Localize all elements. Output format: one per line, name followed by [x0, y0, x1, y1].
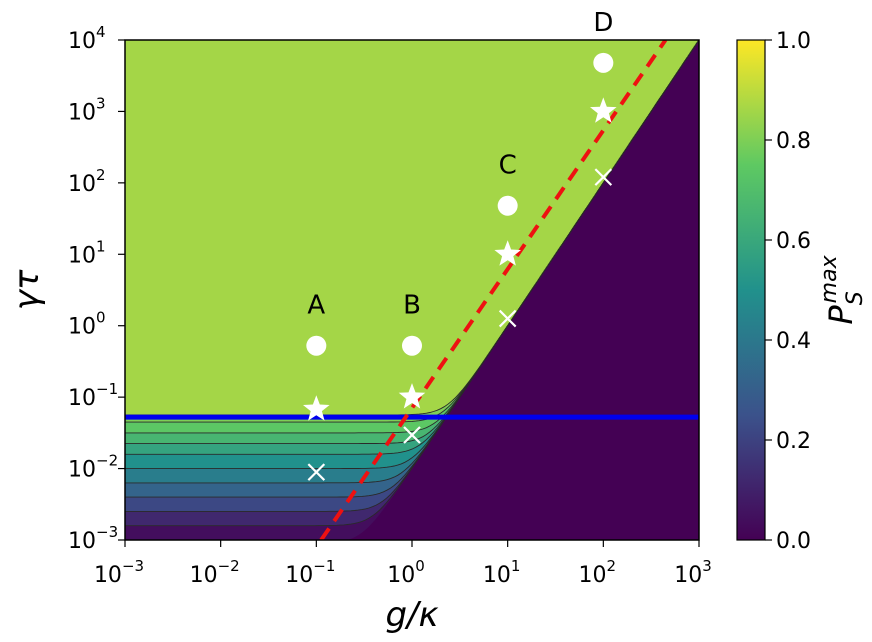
x-axis: 10−3 10−2 10−1 100 101 102 103 — [94, 540, 712, 588]
star-marker-b — [398, 383, 426, 409]
x-tick-label: 10−3 — [94, 557, 144, 588]
point-label-b: B — [403, 291, 421, 321]
circle-marker-a — [306, 335, 327, 356]
colorbar-tick-label: 0.4 — [776, 329, 811, 354]
x-tick-label: 10−2 — [190, 557, 240, 588]
cross-marker-c — [498, 309, 517, 328]
y-tick-label: 10−3 — [68, 523, 118, 554]
x-tick-label: 103 — [674, 557, 712, 588]
colorbar-ticks: 0.0 0.2 0.4 0.6 0.8 1.0 — [765, 29, 811, 554]
colorbar-tick-label: 0.2 — [776, 429, 811, 454]
contour-lines — [125, 40, 699, 527]
x-tick-label: 10−1 — [285, 557, 335, 588]
point-label-d: D — [593, 8, 613, 38]
circle-marker-b — [402, 335, 422, 356]
colorbar-title-main: P — [822, 305, 860, 325]
x-tick-label: 101 — [483, 557, 521, 588]
circle-marker-d — [593, 52, 614, 73]
overlay-lines — [125, 40, 699, 540]
y-tick-label: 101 — [68, 237, 106, 268]
y-tick-label: 10−1 — [68, 380, 118, 411]
circle-marker-c — [497, 195, 518, 216]
point-markers: A B C D — [303, 8, 617, 481]
cross-marker-b — [403, 426, 421, 444]
x-tick-label: 100 — [387, 557, 425, 588]
cross-marker-d — [594, 168, 613, 186]
colorbar-tick-label: 0.8 — [776, 129, 811, 154]
cross-marker-a — [307, 463, 326, 481]
colorbar-tick-label: 1.0 — [776, 29, 811, 54]
plot-area: A B C D — [124, 8, 700, 541]
star-marker-c — [494, 240, 521, 266]
colorbar-title: PSmax — [817, 254, 868, 324]
x-axis-title: g/κ — [385, 595, 438, 635]
x-tick-label: 102 — [579, 557, 617, 588]
y-tick-label: 100 — [68, 309, 106, 340]
y-axis-title: γτ — [7, 269, 47, 310]
colorbar-tick-label: 0.0 — [776, 529, 811, 554]
heatmap-band — [125, 40, 699, 415]
heatmap-bands — [125, 40, 699, 540]
colorbar-tick-label: 0.6 — [776, 229, 811, 254]
colorbar-title-sub: S — [843, 291, 868, 305]
y-tick-label: 102 — [68, 166, 106, 197]
colorbar: 0.0 0.2 0.4 0.6 0.8 1.0 PSmax — [736, 29, 868, 554]
star-marker-d — [590, 97, 617, 123]
point-label-a: A — [307, 291, 325, 321]
y-tick-label: 10−2 — [68, 452, 118, 483]
colorbar-bar — [736, 39, 766, 541]
red-dashed-line — [319, 40, 668, 540]
y-tick-label: 103 — [68, 94, 106, 125]
star-marker-a — [303, 395, 330, 421]
colorbar-title-sup: max — [817, 254, 842, 303]
y-axis: 10−3 10−2 10−1 100 101 102 103 104 — [68, 23, 125, 554]
point-label-c: C — [499, 151, 517, 181]
y-tick-label: 104 — [68, 23, 106, 54]
